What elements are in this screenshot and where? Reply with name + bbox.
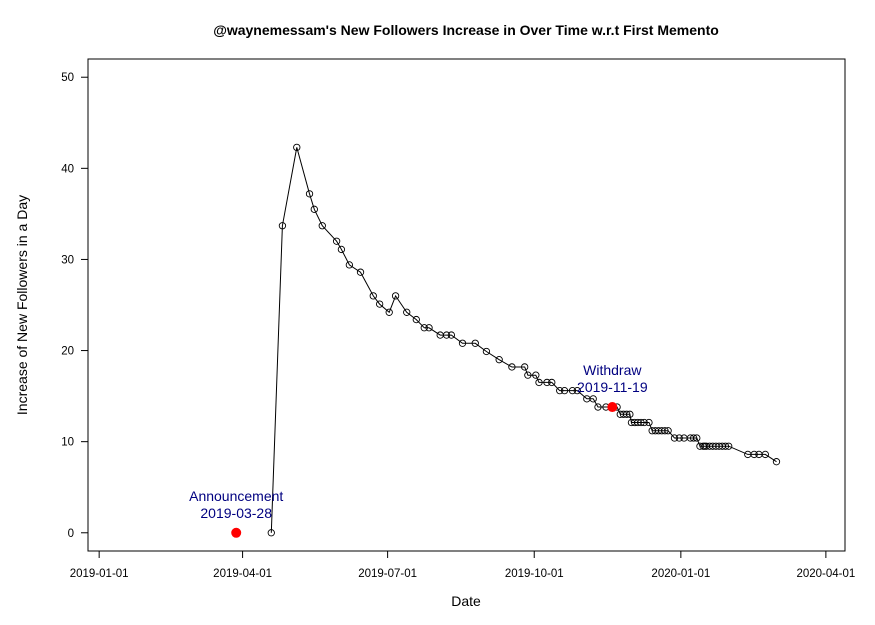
data-point bbox=[425, 324, 433, 332]
series-line bbox=[270, 147, 777, 533]
data-point bbox=[772, 458, 781, 466]
x-tick-label: 2020-04-01 bbox=[796, 568, 855, 580]
data-point bbox=[337, 245, 346, 254]
data-point bbox=[412, 315, 420, 324]
annotation-label: Withdraw bbox=[583, 362, 642, 378]
data-point bbox=[560, 386, 569, 395]
data-point bbox=[670, 434, 679, 442]
data-point bbox=[568, 386, 577, 395]
plot-frame bbox=[87, 58, 846, 552]
y-tick-label: 20 bbox=[61, 346, 74, 358]
annotation-date: 2019-11-19 bbox=[577, 379, 648, 395]
data-point bbox=[403, 308, 411, 316]
data-point bbox=[532, 371, 540, 379]
data-point bbox=[524, 371, 532, 379]
data-point bbox=[482, 347, 491, 356]
data-point bbox=[556, 386, 564, 395]
data-point bbox=[750, 450, 758, 459]
data-point bbox=[693, 434, 701, 442]
data-point bbox=[375, 300, 384, 308]
x-tick-label: 2019-10-01 bbox=[505, 568, 564, 580]
data-point bbox=[721, 442, 730, 450]
data-point bbox=[293, 143, 301, 152]
data-point bbox=[420, 324, 428, 332]
data-point bbox=[332, 237, 341, 245]
data-point bbox=[589, 395, 597, 403]
data-point bbox=[356, 268, 365, 276]
x-tick-label: 2019-01-01 bbox=[70, 568, 129, 580]
annotation-label: Announcement bbox=[189, 488, 283, 504]
annotation-marker bbox=[231, 527, 242, 538]
series-layer bbox=[267, 143, 781, 537]
data-point bbox=[725, 442, 733, 450]
x-axis-label: Date bbox=[451, 593, 481, 609]
data-point bbox=[761, 450, 769, 459]
data-point bbox=[345, 261, 354, 269]
x-axis: 2019-01-01 2019-04-01 2019-07-01 2019-10-01… bbox=[70, 550, 855, 580]
data-point bbox=[442, 331, 451, 339]
chart-title: @waynemessam's New Followers Increase in… bbox=[213, 22, 719, 38]
y-tick-label: 40 bbox=[61, 163, 74, 175]
y-axis-label: Increase of New Followers in a Day bbox=[14, 195, 30, 415]
data-point bbox=[278, 222, 287, 230]
data-point bbox=[310, 205, 318, 213]
data-point bbox=[458, 339, 467, 347]
data-point bbox=[640, 418, 648, 427]
data-point bbox=[664, 427, 672, 435]
x-tick-label: 2020-01-01 bbox=[651, 568, 710, 580]
annotation-marker bbox=[607, 402, 618, 413]
data-point bbox=[369, 292, 377, 300]
data-point bbox=[689, 434, 698, 442]
data-point bbox=[391, 292, 400, 300]
data-point bbox=[543, 378, 551, 387]
data-point bbox=[535, 378, 543, 387]
data-point bbox=[447, 331, 456, 339]
x-tick-label: 2019-07-01 bbox=[358, 568, 417, 580]
data-point bbox=[594, 403, 602, 411]
y-axis: 0 10 20 30 40 50 bbox=[61, 72, 89, 540]
data-point bbox=[626, 410, 634, 418]
data-point bbox=[508, 363, 516, 371]
y-tick-label: 30 bbox=[61, 254, 74, 266]
x-tick-label: 2019-04-01 bbox=[213, 568, 272, 580]
annotation-date: 2019-03-28 bbox=[200, 505, 272, 521]
data-point bbox=[573, 386, 581, 395]
data-point bbox=[661, 427, 669, 435]
data-point bbox=[548, 378, 556, 387]
data-point bbox=[318, 222, 326, 230]
data-point bbox=[645, 418, 653, 427]
data-point bbox=[385, 308, 393, 316]
y-tick-label: 0 bbox=[68, 528, 74, 540]
data-point bbox=[637, 418, 645, 427]
data-point bbox=[495, 356, 503, 364]
data-point bbox=[675, 434, 683, 442]
y-tick-label: 10 bbox=[61, 437, 74, 449]
data-point bbox=[267, 529, 275, 537]
y-tick-label: 50 bbox=[61, 72, 74, 84]
data-point bbox=[623, 410, 631, 418]
data-point bbox=[521, 363, 529, 371]
data-point bbox=[471, 339, 479, 347]
data-point bbox=[305, 190, 314, 198]
